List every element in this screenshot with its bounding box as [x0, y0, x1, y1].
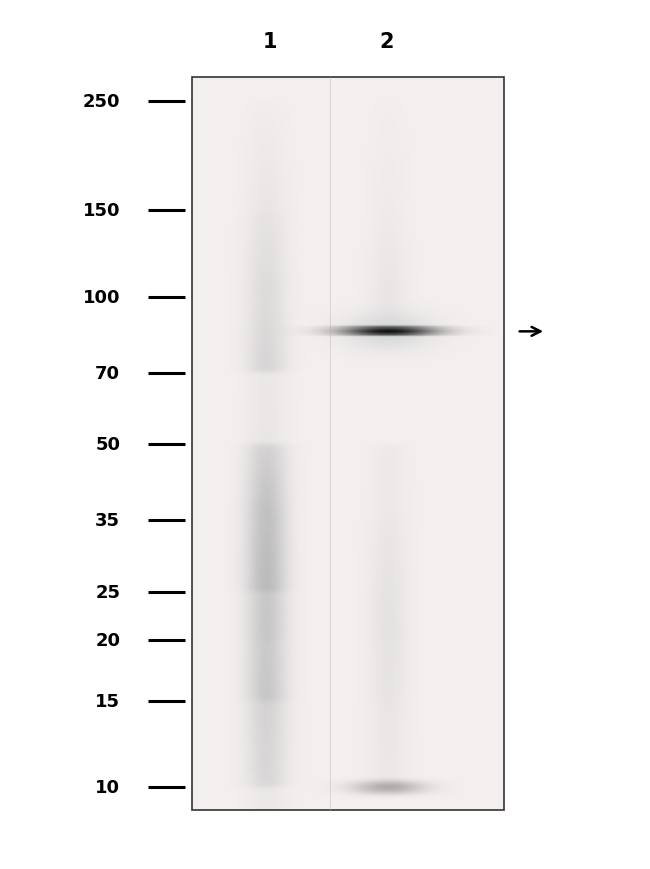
Text: 10: 10	[96, 779, 120, 797]
Text: 70: 70	[96, 364, 120, 382]
Text: 35: 35	[96, 512, 120, 530]
Text: 50: 50	[96, 436, 120, 454]
Text: 100: 100	[83, 289, 120, 307]
Text: 20: 20	[96, 631, 120, 649]
Text: 1: 1	[263, 32, 277, 51]
Text: 2: 2	[380, 32, 394, 51]
Text: 250: 250	[83, 93, 120, 111]
Bar	[192, 78, 504, 810]
Text: 150: 150	[83, 202, 120, 220]
Text: 15: 15	[96, 693, 120, 710]
Text: 25: 25	[96, 583, 120, 601]
